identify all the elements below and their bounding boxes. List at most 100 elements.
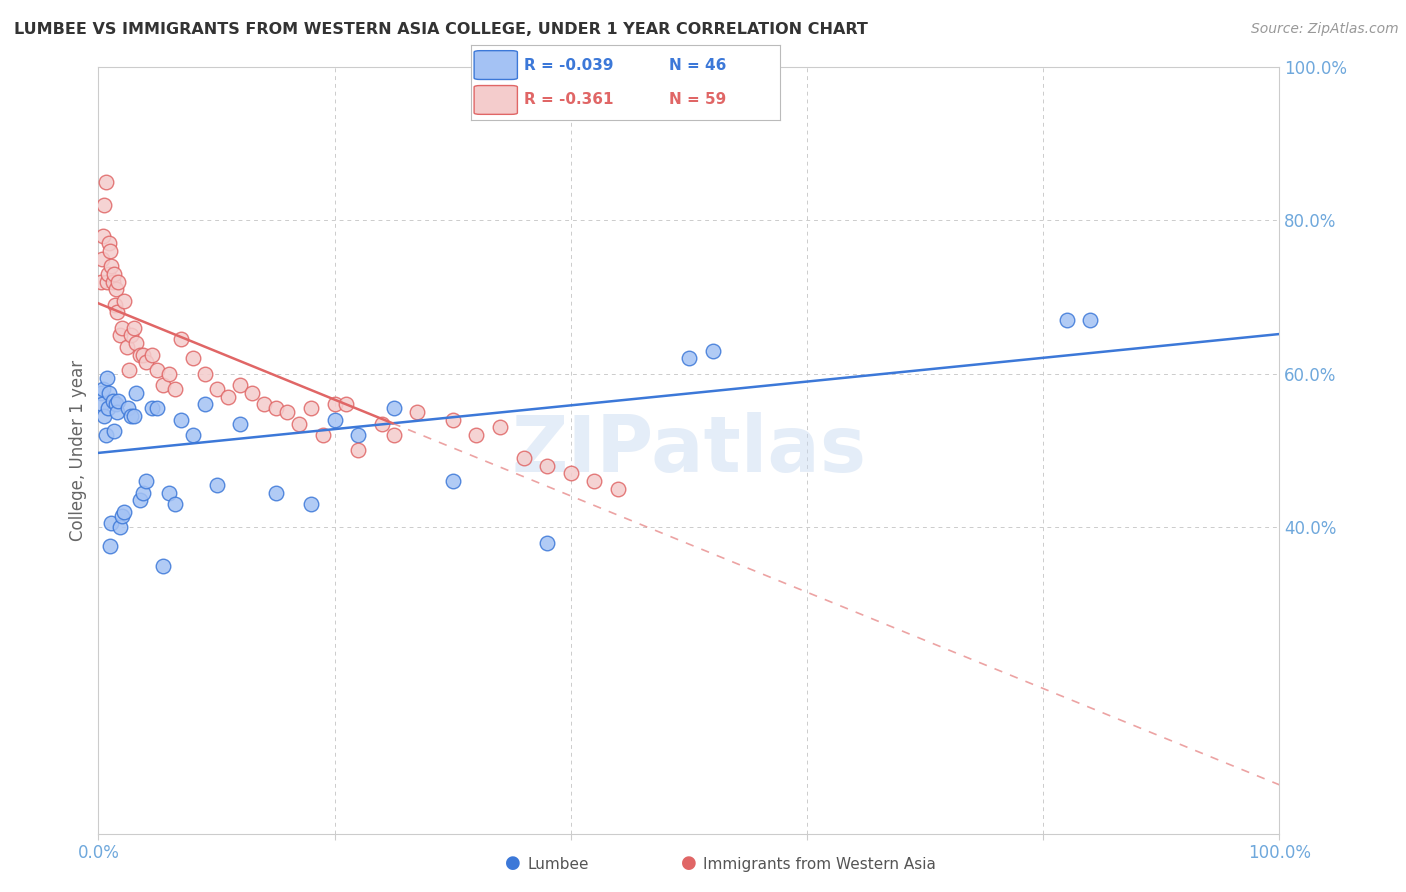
Point [132, 485, 155, 500]
Point [107, 275, 129, 289]
Point [91, 252, 114, 266]
Point [105, 282, 128, 296]
Point [93, 409, 115, 423]
Text: R = -0.039: R = -0.039 [523, 58, 613, 72]
Point [181, 351, 204, 366]
Point [98, 244, 121, 258]
Point [489, 420, 512, 434]
Point [1080, 313, 1102, 327]
Point [96, 370, 118, 384]
Point [125, 385, 148, 400]
Point [536, 458, 558, 473]
Point [141, 348, 163, 362]
Point [205, 382, 228, 396]
Point [122, 409, 145, 423]
Point [371, 417, 394, 431]
Point [205, 478, 228, 492]
Point [94, 175, 117, 189]
Text: Lumbee: Lumbee [527, 857, 589, 872]
Point [170, 413, 193, 427]
Point [118, 363, 141, 377]
Point [165, 382, 187, 396]
Point [135, 355, 157, 369]
Point [94, 428, 117, 442]
Point [105, 305, 128, 319]
Point [229, 378, 252, 392]
FancyBboxPatch shape [474, 86, 517, 114]
Text: N = 59: N = 59 [669, 93, 727, 107]
Point [90, 385, 112, 400]
Point [264, 401, 287, 416]
Point [299, 497, 322, 511]
Point [165, 497, 187, 511]
Point [382, 401, 405, 416]
FancyBboxPatch shape [474, 51, 517, 79]
Text: Immigrants from Western Asia: Immigrants from Western Asia [703, 857, 936, 872]
Point [312, 428, 335, 442]
Y-axis label: College, Under 1 year: College, Under 1 year [69, 359, 87, 541]
Point [146, 363, 169, 377]
Point [253, 397, 276, 411]
Point [170, 332, 193, 346]
Point [97, 401, 120, 416]
Point [105, 397, 128, 411]
Point [105, 405, 128, 419]
Point [560, 467, 582, 481]
Point [194, 397, 217, 411]
Point [152, 558, 174, 573]
Point [441, 474, 464, 488]
Point [132, 348, 155, 362]
Point [135, 474, 157, 488]
Point [108, 328, 131, 343]
Point [299, 401, 322, 416]
Point [91, 382, 114, 396]
Point [335, 397, 357, 411]
Point [347, 428, 370, 442]
Point [512, 451, 534, 466]
Point [607, 482, 630, 496]
Text: ZIPatlas: ZIPatlas [512, 412, 866, 489]
Point [112, 293, 135, 308]
Point [98, 385, 121, 400]
Point [100, 260, 122, 274]
Point [347, 443, 370, 458]
Point [91, 397, 114, 411]
Point [97, 267, 120, 281]
Point [229, 417, 252, 431]
Point [115, 340, 138, 354]
Text: Source: ZipAtlas.com: Source: ZipAtlas.com [1251, 22, 1399, 37]
Point [288, 417, 311, 431]
Point [101, 275, 124, 289]
Point [276, 405, 298, 419]
Point [103, 425, 125, 439]
Point [93, 198, 115, 212]
Point [96, 275, 118, 289]
Point [583, 474, 606, 488]
Point [107, 393, 129, 408]
Point [217, 390, 239, 404]
Point [702, 343, 724, 358]
Point [382, 428, 405, 442]
Point [1056, 313, 1078, 327]
Point [323, 413, 346, 427]
Point [101, 393, 124, 408]
Point [125, 336, 148, 351]
Text: N = 46: N = 46 [669, 58, 727, 72]
Point [128, 493, 150, 508]
Point [465, 428, 488, 442]
Point [128, 348, 150, 362]
Point [157, 367, 180, 381]
Point [100, 516, 122, 531]
Point [90, 275, 112, 289]
Point [111, 320, 134, 334]
Text: R = -0.361: R = -0.361 [523, 93, 613, 107]
Point [194, 367, 217, 381]
Point [121, 328, 143, 343]
Point [121, 409, 143, 423]
Text: ●: ● [681, 855, 697, 872]
Point [108, 520, 131, 534]
Point [181, 428, 204, 442]
Point [122, 320, 145, 334]
Point [112, 505, 135, 519]
Point [98, 236, 121, 251]
